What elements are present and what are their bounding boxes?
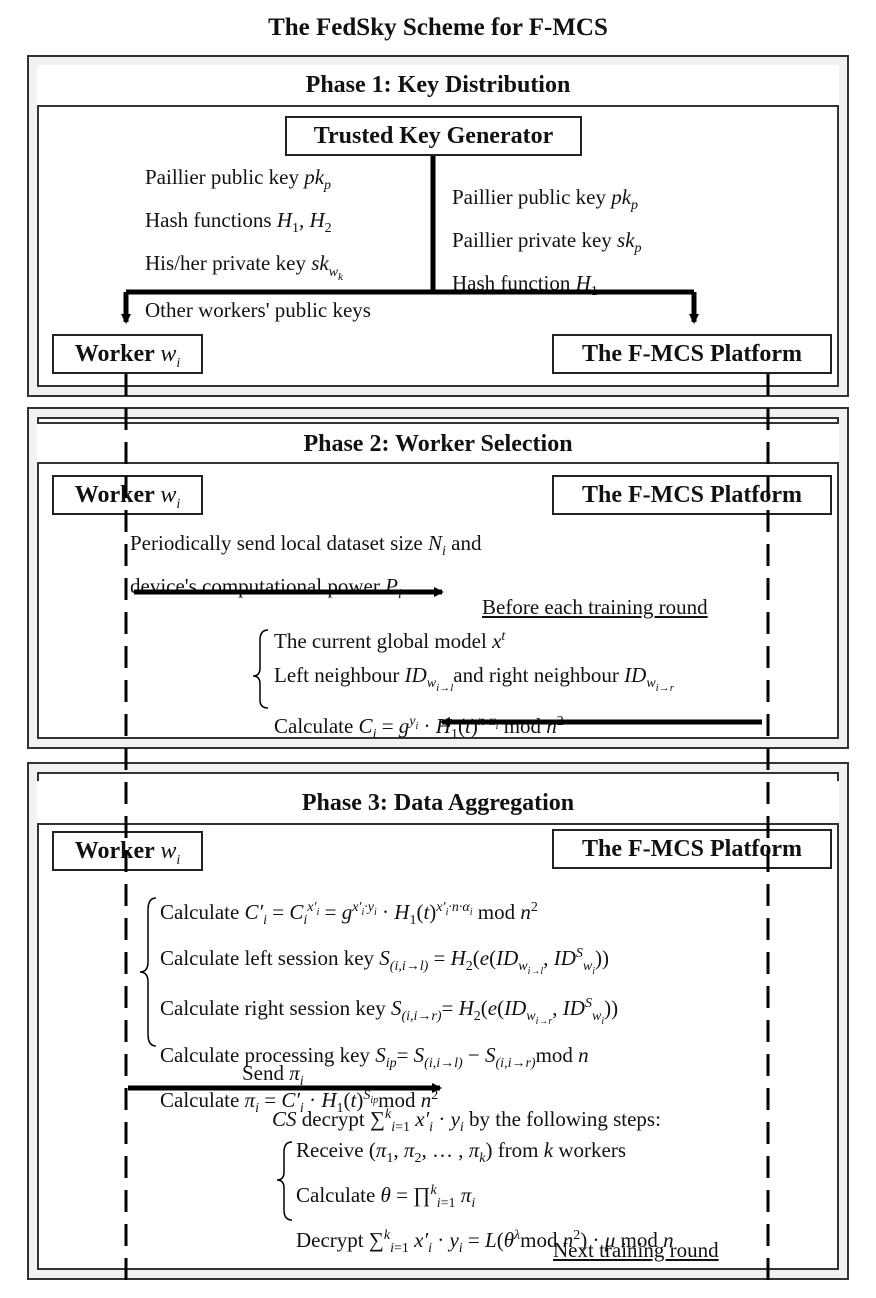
send-pi-text: Send xyxy=(242,1061,290,1085)
cs-decrypt-heading: CS decrypt ∑ki=1 x′i · yi by the followi… xyxy=(272,1107,661,1136)
calc-left-session-key: Calculate left session key S(i,i→l) = H2… xyxy=(160,945,609,977)
phase2-send-text: Periodically send local dataset size Ni … xyxy=(130,526,481,612)
calc-processing-key: Calculate processing key Sip= S(i,i→l) −… xyxy=(160,1042,589,1071)
reply-neighbours: Left neighbour IDwi→land right neighbour… xyxy=(274,663,675,694)
cs-decrypt-label: decrypt xyxy=(296,1107,370,1131)
worker-key-pk-label: Paillier public key xyxy=(145,165,305,189)
step-receive-label: Receive xyxy=(296,1138,369,1162)
cs-decrypt-tail: by the following steps: xyxy=(463,1107,661,1131)
reply-right-neighbour-label: and right neighbour xyxy=(453,663,625,687)
phase1-platform-box: The F-MCS Platform xyxy=(552,334,832,374)
calc-processing-key-label: Calculate processing key xyxy=(160,1042,376,1067)
diagram-title: The FedSky Scheme for F-MCS xyxy=(268,14,608,41)
step-calculate-label: Calculate xyxy=(296,1183,381,1208)
platform-key-sk: Paillier private key skp xyxy=(452,228,642,257)
step-receive-from: from xyxy=(492,1138,544,1162)
reply-calculate-label: Calculate xyxy=(274,713,359,738)
phase2-send-line1-tail: and xyxy=(445,531,482,555)
reply-global-model-label: The current global model xyxy=(274,629,493,653)
reply-left-neighbour-label: Left neighbour xyxy=(274,663,405,687)
cs-decrypt-steps: Receive (π1, π2, … , πk) from k workers … xyxy=(296,1134,674,1266)
step-receive: Receive (π1, π2, … , πk) from k workers xyxy=(296,1138,626,1167)
phase3-worker-label: Worker xyxy=(74,838,161,864)
phase3-heading: Phase 3: Data Aggregation xyxy=(37,781,839,825)
platform-key-pk: Paillier public key pkp xyxy=(452,185,639,214)
step-receive-workers: workers xyxy=(553,1138,626,1162)
phase2-send-line2-label: device's computational power xyxy=(130,574,386,599)
step-decrypt: Decrypt ∑ki=1 x′i · yi = L(θλmod n2) · μ… xyxy=(296,1228,674,1257)
worker-key-hash: Hash functions H1, H2 xyxy=(145,208,332,237)
platform-key-pk-label: Paillier public key xyxy=(452,185,612,209)
phase3-platform-box: The F-MCS Platform xyxy=(552,829,832,869)
next-training-round-label: Next training round xyxy=(553,1238,719,1262)
calc-right-session-key-label: Calculate right session key xyxy=(160,996,391,1021)
step-decrypt-label: Decrypt xyxy=(296,1228,369,1253)
worker-key-others: Other workers' public keys xyxy=(145,298,371,323)
phase3-worker-calc-list: Calculate C′i = Cix′i = gx′i·yi · H1(t)x… xyxy=(160,892,618,1126)
reply-global-model: The current global model xt xyxy=(274,629,506,653)
platform-keys-list: Paillier public key pkp Paillier private… xyxy=(452,180,642,310)
phase2-send-line1: Periodically send local dataset size Ni … xyxy=(130,531,482,560)
calc-pi: Calculate πi = C′i · H1(t)Sipmod n2 xyxy=(160,1088,439,1117)
phase2-heading: Phase 2: Worker Selection xyxy=(37,422,839,464)
calc-right-session-key: Calculate right session key S(i,i→r)= H2… xyxy=(160,996,619,1028)
calc-left-session-key-label: Calculate left session key xyxy=(160,945,380,970)
phase3-worker-box: Worker wi xyxy=(52,831,203,871)
phase1-heading: Phase 1: Key Distribution xyxy=(37,65,839,107)
step-calculate-theta: Calculate θ = ∏ki=1 πi xyxy=(296,1183,476,1212)
before-training-round-label: Before each training round xyxy=(482,595,708,619)
calc-ci-prime-label: Calculate xyxy=(160,900,245,924)
platform-key-hash: Hash function H1 xyxy=(452,271,598,300)
send-pi-label: Send πi xyxy=(242,1061,304,1090)
platform-key-hash-label: Hash function xyxy=(452,271,576,296)
calc-ci-prime: Calculate C′i = Cix′i = gx′i·yi · H1(t)x… xyxy=(160,900,538,929)
worker-keys-list: Paillier public key pkp Hash functions H… xyxy=(145,160,371,327)
calc-pi-label: Calculate xyxy=(160,1088,245,1113)
reply-calculate-ci: Calculate Ci = gyi · H1(t)n·αi mod n2 xyxy=(274,713,564,743)
phase2-worker-box: Worker wi xyxy=(52,475,203,515)
phase2-reply-list: The current global model xt Left neighbo… xyxy=(274,620,674,752)
phase2-send-line1-label: Periodically send local dataset size xyxy=(130,531,428,555)
phase2-worker-label: Worker xyxy=(74,482,161,508)
worker-key-hash-label: Hash functions xyxy=(145,208,277,233)
worker-key-sk-label: His/her private key xyxy=(145,251,312,276)
phase2-send-line2: device's computational power Pi xyxy=(130,574,402,603)
phase1-worker-box: Worker wi xyxy=(52,334,203,374)
worker-key-sk: His/her private key skwk xyxy=(145,251,343,283)
trusted-key-generator-box: Trusted Key Generator xyxy=(285,116,582,156)
phase2-platform-box: The F-MCS Platform xyxy=(552,475,832,515)
phase2-panel xyxy=(37,417,839,739)
worker-key-pk: Paillier public key pkp xyxy=(145,165,332,194)
phase1-worker-label: Worker xyxy=(74,341,161,367)
platform-key-sk-label: Paillier private key xyxy=(452,228,618,253)
